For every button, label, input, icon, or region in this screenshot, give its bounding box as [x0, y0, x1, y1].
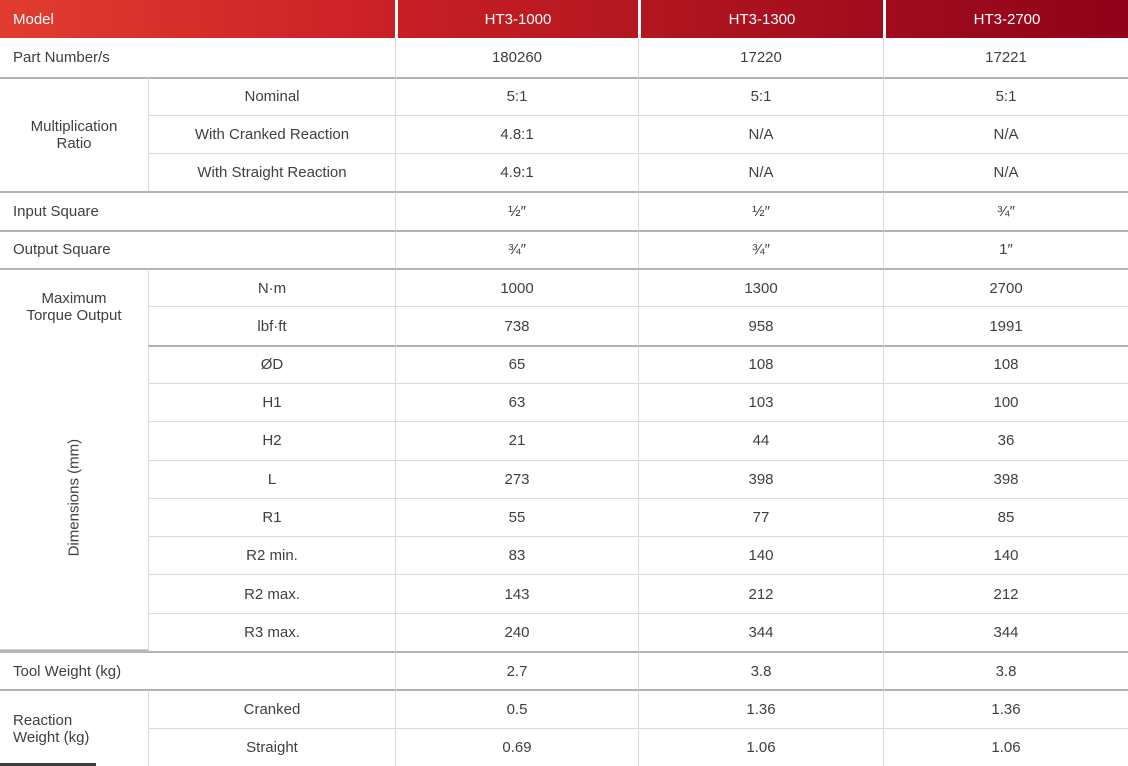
header-model-label: Model [13, 10, 54, 28]
header-col-ht3-2700: HT3-2700 [883, 0, 1128, 39]
dim-h1-value-2: 103 [638, 382, 883, 422]
group-label-multiplication-ratio: Multiplication Ratio [0, 76, 148, 192]
dim-r3max-value-3: 344 [883, 612, 1128, 652]
dim-r1-value-2: 77 [638, 497, 883, 537]
row-label-part-number: Part Number/s [0, 38, 395, 77]
sub-label-straight-reaction: With Straight Reaction [148, 153, 395, 192]
torque-nm-value-2: 1300 [638, 268, 883, 307]
sub-label-r2-max: R2 max. [148, 574, 395, 613]
ratio-cranked-value-2: N/A [638, 114, 883, 154]
dim-r2min-value-1: 83 [395, 536, 638, 575]
reaction-cranked-value-3: 1.36 [883, 689, 1128, 728]
group-label-text: Maximum Torque Output [26, 290, 122, 325]
reaction-straight-value-2: 1.06 [638, 727, 883, 766]
ratio-nominal-value-3: 5:1 [883, 76, 1128, 115]
sub-label-cranked: Cranked [148, 689, 395, 728]
part-number-value-1: 180260 [395, 38, 638, 77]
group-label-text: Reaction Weight (kg) [13, 711, 90, 746]
cropped-next-section-edge [0, 763, 96, 766]
header-col-ht3-1000: HT3-1000 [395, 0, 638, 39]
row-label-output-square: Output Square [0, 229, 395, 269]
sub-label-nm: N·m [148, 268, 395, 307]
dim-l-value-1: 273 [395, 459, 638, 498]
sub-label-r2-min: R2 min. [148, 536, 395, 575]
output-square-value-3: 1″ [883, 229, 1128, 269]
sub-label-nominal: Nominal [148, 76, 395, 115]
ratio-straight-value-1: 4.9:1 [395, 153, 638, 192]
dim-l-value-3: 398 [883, 459, 1128, 498]
dim-l-value-2: 398 [638, 459, 883, 498]
reaction-straight-value-3: 1.06 [883, 727, 1128, 766]
tool-weight-value-1: 2.7 [395, 651, 638, 690]
sub-label-l: L [148, 459, 395, 498]
ratio-nominal-value-1: 5:1 [395, 76, 638, 115]
input-square-value-3: ¾″ [883, 191, 1128, 230]
torque-lbfft-value-3: 1991 [883, 306, 1128, 345]
dim-h2-value-2: 44 [638, 421, 883, 460]
reaction-straight-value-1: 0.69 [395, 727, 638, 766]
dim-r2max-value-3: 212 [883, 574, 1128, 613]
dim-r2max-value-1: 143 [395, 574, 638, 613]
group-label-reaction-weight: Reaction Weight (kg) [0, 689, 148, 766]
output-square-value-1: ¾″ [395, 229, 638, 269]
dim-r3max-value-1: 240 [395, 612, 638, 652]
sub-label-r3-max: R3 max. [148, 612, 395, 652]
dim-h1-value-1: 63 [395, 382, 638, 422]
sub-label-lbfft: lbf·ft [148, 306, 395, 345]
sub-label-straight: Straight [148, 727, 395, 766]
part-number-value-3: 17221 [883, 38, 1128, 77]
dim-r1-value-3: 85 [883, 497, 1128, 537]
tool-weight-value-3: 3.8 [883, 651, 1128, 690]
ratio-cranked-value-1: 4.8:1 [395, 114, 638, 154]
group-label-max-torque: Maximum Torque Output [0, 268, 148, 345]
sub-label-h1: H1 [148, 382, 395, 422]
dim-r2min-value-3: 140 [883, 536, 1128, 575]
sub-label-od: ØD [148, 344, 395, 383]
input-square-value-2: ½″ [638, 191, 883, 230]
tool-weight-value-2: 3.8 [638, 651, 883, 690]
reaction-cranked-value-1: 0.5 [395, 689, 638, 728]
reaction-cranked-value-2: 1.36 [638, 689, 883, 728]
group-label-dimensions: Dimensions (mm) [0, 344, 148, 652]
ratio-nominal-value-2: 5:1 [638, 76, 883, 115]
dim-r2min-value-2: 140 [638, 536, 883, 575]
ratio-cranked-value-3: N/A [883, 114, 1128, 154]
header-col-ht3-1300: HT3-1300 [638, 0, 883, 39]
torque-nm-value-3: 2700 [883, 268, 1128, 307]
dim-r1-value-1: 55 [395, 497, 638, 537]
row-label-input-square: Input Square [0, 191, 395, 230]
row-label-tool-weight: Tool Weight (kg) [0, 651, 395, 690]
sub-label-r1: R1 [148, 497, 395, 537]
dim-od-value-1: 65 [395, 344, 638, 383]
input-square-value-1: ½″ [395, 191, 638, 230]
torque-lbfft-value-1: 738 [395, 306, 638, 345]
dim-r3max-value-2: 344 [638, 612, 883, 652]
dim-r2max-value-2: 212 [638, 574, 883, 613]
dim-h1-value-3: 100 [883, 382, 1128, 422]
sub-label-h2: H2 [148, 421, 395, 460]
sub-label-cranked-reaction: With Cranked Reaction [148, 114, 395, 154]
group-label-text: Multiplication Ratio [30, 118, 118, 153]
dim-od-value-3: 108 [883, 344, 1128, 383]
torque-lbfft-value-2: 958 [638, 306, 883, 345]
part-number-value-2: 17220 [638, 38, 883, 77]
torque-nm-value-1: 1000 [395, 268, 638, 307]
dim-h2-value-3: 36 [883, 421, 1128, 460]
ratio-straight-value-3: N/A [883, 153, 1128, 192]
dim-h2-value-1: 21 [395, 421, 638, 460]
dim-od-value-2: 108 [638, 344, 883, 383]
output-square-value-2: ¾″ [638, 229, 883, 269]
ratio-straight-value-2: N/A [638, 153, 883, 192]
table-header-row: Model HT3-1000 HT3-1300 HT3-2700 [0, 0, 1128, 39]
